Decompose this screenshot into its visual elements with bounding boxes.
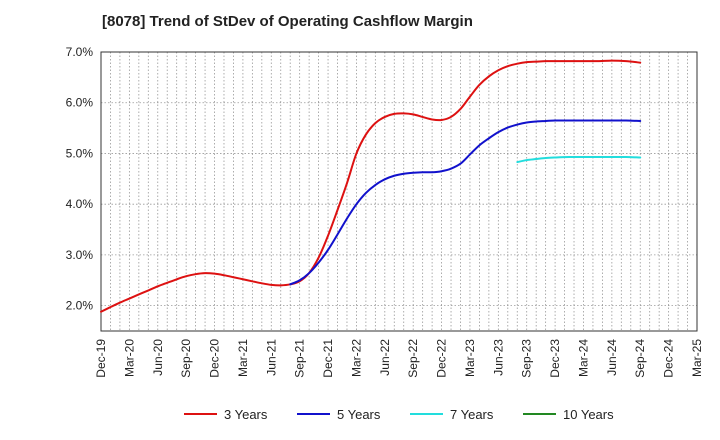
x-tick-label: Dec-21 (321, 339, 335, 378)
x-tick-label: Jun-21 (264, 339, 278, 376)
legend-label-10-years: 10 Years (563, 407, 614, 422)
x-tick-label: Jun-24 (605, 339, 619, 376)
x-tick-label: Sep-20 (179, 339, 193, 378)
x-tick-label: Dec-23 (548, 339, 562, 378)
x-tick-label: Sep-24 (633, 339, 647, 378)
y-tick-label: 6.0% (66, 96, 94, 110)
y-tick-label: 2.0% (66, 299, 94, 313)
legend-label-3-years: 3 Years (224, 407, 268, 422)
plot-border (100, 51, 698, 332)
x-tick-label: Mar-24 (576, 339, 590, 377)
x-tick-label: Sep-21 (293, 339, 307, 378)
series-line-5-years (289, 119, 642, 286)
x-tick-label: Dec-20 (208, 339, 222, 378)
x-tick-label: Mar-25 (690, 339, 704, 377)
x-tick-label: Mar-22 (349, 339, 363, 377)
chart-title: [8078] Trend of StDev of Operating Cashf… (102, 13, 473, 30)
x-tick-label: Dec-22 (435, 339, 449, 378)
y-tick-label: 3.0% (66, 248, 94, 262)
x-tick-label: Jun-20 (151, 339, 165, 376)
x-tick-label: Mar-23 (463, 339, 477, 377)
y-tick-label: 5.0% (66, 146, 94, 160)
x-tick-label: Dec-24 (662, 339, 676, 378)
x-tick-label: Sep-23 (520, 339, 534, 378)
series-line-7-years (516, 155, 642, 164)
x-tick-label: Mar-21 (236, 339, 250, 377)
y-tick-label: 4.0% (66, 197, 94, 211)
x-tick-label: Dec-19 (94, 339, 108, 378)
y-tick-label: 7.0% (66, 45, 94, 59)
legend-label-5-years: 5 Years (337, 407, 381, 422)
x-tick-label: Jun-23 (491, 339, 505, 376)
series-line-3-years (100, 59, 642, 313)
x-tick-label: Sep-22 (406, 339, 420, 378)
legend-label-7-years: 7 Years (450, 407, 494, 422)
x-tick-label: Jun-22 (378, 339, 392, 376)
plot-area (101, 52, 697, 331)
x-tick-label: Mar-20 (122, 339, 136, 377)
